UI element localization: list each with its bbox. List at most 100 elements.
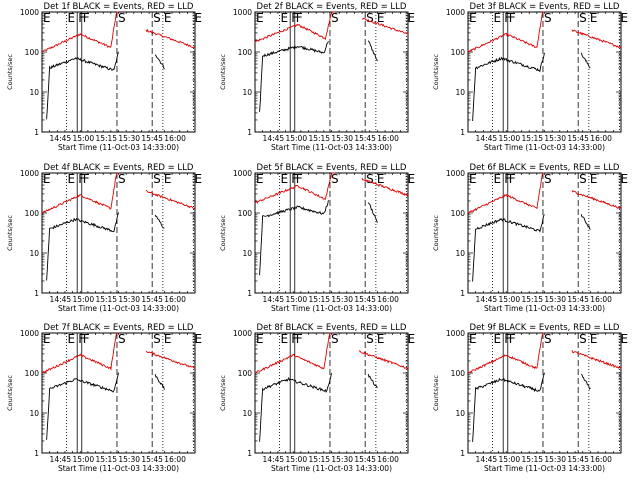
x-tick-label: 16:00 — [590, 134, 612, 143]
lld-series-line — [41, 332, 196, 374]
y-axis-label: Counts/sec — [219, 215, 227, 251]
x-tick-label: 16:00 — [164, 455, 186, 464]
axes-frame — [254, 172, 409, 294]
interval-marker-label: S — [544, 11, 552, 25]
x-tick-label: 15:00 — [498, 295, 520, 304]
interval-marker-label: S — [153, 172, 161, 186]
lld-series-line — [467, 11, 622, 53]
y-tick-label: 1 — [247, 128, 252, 137]
axes-frame — [467, 11, 622, 133]
x-tick-label: 16:00 — [377, 134, 399, 143]
y-axis-label: Counts/sec — [432, 54, 440, 90]
x-tick-label: 15:45 — [141, 295, 163, 304]
x-tick-label: 15:45 — [354, 295, 376, 304]
y-tick-label: 100 — [25, 209, 40, 218]
x-axis-label: Start Time (11-Oct-03 14:33:00) — [271, 304, 392, 313]
y-tick-label: 10 — [455, 409, 465, 418]
panel-5: Det 5f BLACK = Events, RED = LLD 1 10 100 10… — [219, 163, 415, 313]
y-tick-label: 1 — [460, 289, 465, 298]
y-tick-label: 1000 — [446, 8, 465, 17]
x-axis-label: Start Time (11-Oct-03 14:33:00) — [484, 464, 605, 473]
interval-marker-label: E — [590, 332, 598, 346]
lld-series-line — [41, 172, 196, 215]
axes-frame — [41, 172, 196, 294]
interval-marker-label: E — [407, 172, 415, 186]
interval-marker-label: F — [83, 11, 90, 25]
x-tick-label: 15:00 — [285, 455, 307, 464]
x-tick-label: 15:45 — [567, 455, 589, 464]
x-tick-label: 15:30 — [118, 295, 140, 304]
panel-7: Det 7f BLACK = Events, RED = LLD 1 10 100 10… — [6, 323, 202, 473]
x-tick-label: 15:15 — [95, 295, 117, 304]
y-tick-label: 1 — [460, 128, 465, 137]
y-tick-label: 1000 — [233, 169, 252, 178]
panel-9: Det 9f BLACK = Events, RED = LLD 1 10 100 10… — [432, 323, 628, 473]
x-axis-label: Start Time (11-Oct-03 14:33:00) — [58, 143, 179, 152]
panel-1: Det 1f BLACK = Events, RED = LLD 1 10 100 10… — [6, 2, 202, 152]
panel-title: Det 3f BLACK = Events, RED = LLD — [470, 2, 620, 12]
y-axis-label: Counts/sec — [6, 54, 14, 90]
lld-series-line — [467, 332, 622, 374]
interval-marker-label: E — [256, 11, 264, 25]
panel-6: Det 6f BLACK = Events, RED = LLD 1 10 100 10… — [432, 163, 628, 313]
x-tick-label: 15:30 — [544, 455, 566, 464]
x-tick-label: 16:00 — [590, 295, 612, 304]
interval-marker-label: E — [67, 332, 75, 346]
interval-marker-label: E — [194, 172, 202, 186]
interval-marker-label: E — [377, 11, 385, 25]
x-axis-label: Start Time (11-Oct-03 14:33:00) — [484, 143, 605, 152]
x-tick-label: 14:45 — [263, 134, 285, 143]
y-tick-label: 1000 — [233, 8, 252, 17]
y-tick-label: 1000 — [233, 329, 252, 338]
x-tick-label: 15:15 — [521, 134, 543, 143]
y-tick-label: 1 — [34, 128, 39, 137]
x-tick-label: 15:45 — [567, 134, 589, 143]
y-tick-label: 1000 — [446, 329, 465, 338]
events-series-line — [259, 200, 378, 276]
interval-marker-label: S — [366, 332, 374, 346]
lld-series-line — [254, 332, 409, 374]
x-axis-label: Start Time (11-Oct-03 14:33:00) — [484, 304, 605, 313]
axes-frame — [467, 332, 622, 454]
interval-marker-label: E — [280, 332, 288, 346]
x-tick-label: 15:30 — [118, 134, 140, 143]
y-tick-label: 10 — [242, 409, 252, 418]
interval-marker-label: E — [407, 11, 415, 25]
x-tick-label: 15:45 — [354, 455, 376, 464]
x-tick-label: 15:15 — [95, 455, 117, 464]
y-tick-label: 100 — [25, 369, 40, 378]
x-axis-label: Start Time (11-Oct-03 14:33:00) — [271, 143, 392, 152]
interval-marker-label: S — [544, 332, 552, 346]
x-tick-label: 15:30 — [331, 455, 353, 464]
axes-frame — [254, 332, 409, 454]
interval-marker-label: F — [83, 172, 90, 186]
panel-title: Det 9f BLACK = Events, RED = LLD — [470, 323, 620, 333]
x-tick-label: 15:15 — [308, 295, 330, 304]
x-tick-label: 14:45 — [476, 134, 498, 143]
interval-marker-label: E — [469, 172, 477, 186]
interval-marker-label: S — [331, 11, 339, 25]
x-tick-label: 15:30 — [544, 295, 566, 304]
interval-marker-label: S — [118, 11, 126, 25]
y-tick-label: 10 — [29, 249, 39, 258]
interval-marker-label: E — [280, 172, 288, 186]
interval-marker-label: E — [620, 11, 628, 25]
y-axis-label: Counts/sec — [6, 375, 14, 411]
y-tick-label: 1 — [34, 289, 39, 298]
x-tick-label: 15:30 — [331, 295, 353, 304]
x-tick-label: 15:45 — [141, 455, 163, 464]
y-tick-label: 1 — [460, 449, 465, 458]
y-tick-label: 10 — [242, 249, 252, 258]
interval-marker-label: F — [296, 172, 303, 186]
x-tick-label: 15:45 — [354, 134, 376, 143]
y-tick-label: 10 — [29, 409, 39, 418]
axes-frame — [467, 172, 622, 294]
lld-series-line — [254, 11, 409, 43]
y-tick-label: 1000 — [446, 169, 465, 178]
events-series-line — [259, 40, 378, 112]
interval-marker-label: E — [377, 172, 385, 186]
x-tick-label: 15:15 — [95, 134, 117, 143]
interval-marker-label: E — [67, 172, 75, 186]
x-tick-label: 15:15 — [521, 295, 543, 304]
interval-marker-label: E — [493, 11, 501, 25]
